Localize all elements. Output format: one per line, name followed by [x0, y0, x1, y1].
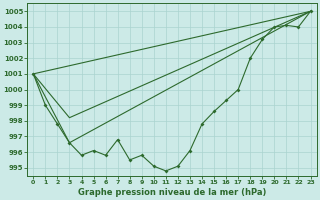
X-axis label: Graphe pression niveau de la mer (hPa): Graphe pression niveau de la mer (hPa)	[78, 188, 266, 197]
